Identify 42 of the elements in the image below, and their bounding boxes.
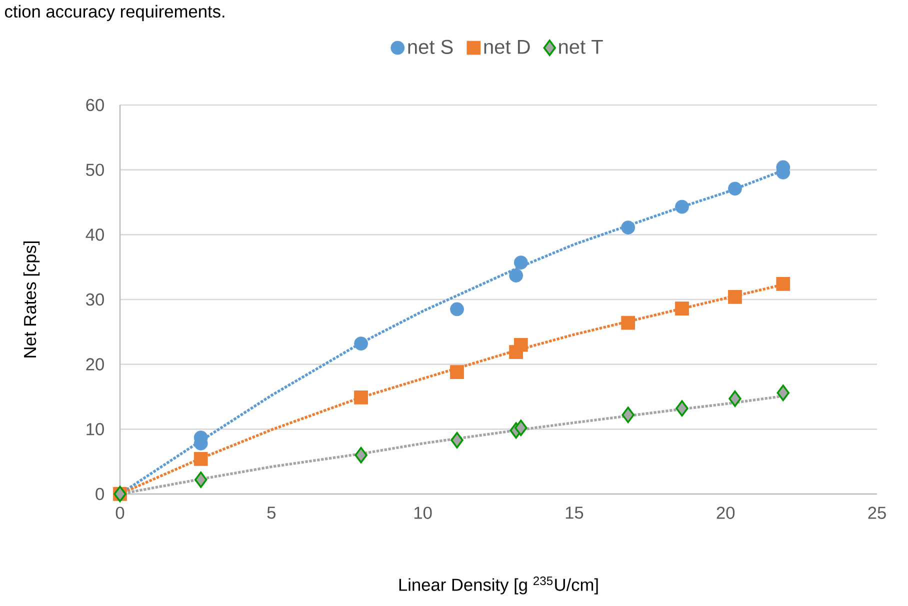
legend-label: net S [408, 40, 453, 54]
y-axis-title: Net Rates [cps] [23, 242, 40, 358]
point [450, 365, 464, 380]
point [514, 256, 528, 270]
point [514, 420, 528, 436]
point [675, 302, 689, 316]
point [621, 220, 636, 234]
point [354, 446, 368, 464]
point [776, 384, 790, 402]
legend-label: net D [484, 40, 530, 54]
point [622, 406, 634, 424]
point [194, 452, 208, 466]
y-tick-label: 40 [86, 228, 104, 241]
x-tick-label: 20 [716, 506, 735, 519]
y-tick-label: 30 [86, 293, 104, 306]
y-tick-label: 0 [96, 488, 104, 500]
x-tick-label: 15 [566, 506, 584, 519]
legend-label: net T [559, 40, 603, 54]
point [354, 336, 368, 351]
point [450, 302, 464, 316]
point [728, 290, 742, 304]
point [514, 338, 528, 352]
text: ction accuracy requirements. [5, 4, 224, 22]
y-tick-label: 10 [86, 423, 104, 436]
x-tick-label: 5 [267, 506, 276, 519]
point [728, 182, 742, 196]
y-tick-label: 50 [86, 164, 104, 176]
point [621, 316, 636, 330]
y-tick-label: 20 [86, 358, 104, 370]
point [509, 268, 523, 282]
x-tick-label: 25 [868, 506, 886, 519]
x-tick-label: 10 [414, 506, 432, 519]
point [354, 390, 368, 404]
point [675, 200, 689, 214]
x-tick-label: 0 [116, 506, 124, 519]
point [194, 472, 208, 488]
point [728, 390, 742, 407]
x-axis-title: Linear Density [g $^{235}$U/cm] [399, 576, 598, 594]
point [776, 277, 790, 291]
y-tick-label: 60 [86, 98, 104, 112]
point [676, 400, 688, 417]
point [450, 432, 464, 448]
